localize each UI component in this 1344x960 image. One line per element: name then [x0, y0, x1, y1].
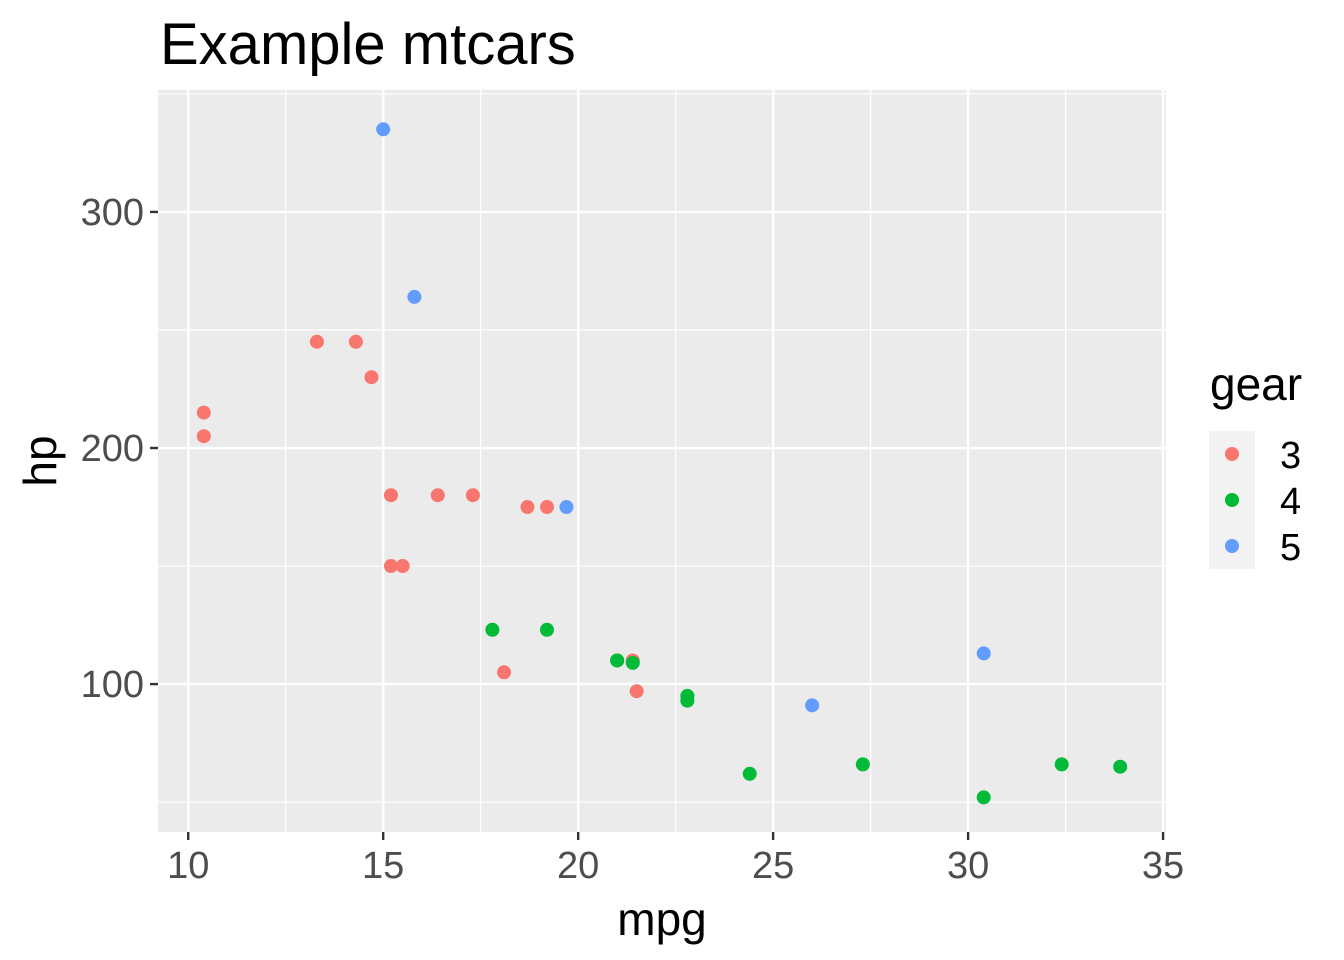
legend: gear 345: [1209, 358, 1302, 569]
data-point-gear-4: [625, 655, 640, 670]
x-tick-label: 35: [1142, 845, 1184, 887]
plot-panel: [158, 90, 1166, 832]
data-point-gear-3: [465, 488, 480, 503]
legend-label-gear-4: 4: [1280, 481, 1301, 523]
axis-ticks: [150, 210, 1165, 840]
data-point-gear-3: [629, 684, 644, 699]
x-tick-label: 10: [167, 845, 209, 887]
legend-label-gear-3: 3: [1280, 435, 1301, 477]
x-tick-label: 15: [362, 845, 404, 887]
y-tick-label: 200: [81, 428, 144, 470]
data-point-gear-3: [520, 500, 535, 515]
x-tick-label: 20: [557, 845, 599, 887]
data-point-gear-5: [376, 122, 391, 137]
data-point-gear-3: [364, 370, 379, 385]
legend-title: gear: [1210, 358, 1302, 410]
data-point-gear-3: [309, 334, 324, 349]
data-points: [196, 122, 1128, 805]
y-tick-label: 300: [81, 192, 144, 234]
y-axis-title: hp: [14, 435, 66, 486]
legend-key-gear-5: [1225, 539, 1239, 553]
data-point-gear-3: [196, 405, 211, 420]
data-point-gear-3: [196, 429, 211, 444]
data-point-gear-4: [855, 757, 870, 772]
data-point-gear-4: [1113, 759, 1128, 774]
data-point-gear-3: [395, 559, 410, 574]
legend-label-gear-5: 5: [1280, 527, 1301, 569]
legend-key-gear-4: [1225, 493, 1239, 507]
data-point-gear-4: [1054, 757, 1069, 772]
chart-title: Example mtcars: [160, 12, 576, 77]
tick-labels: 10 15 20 25 30 35 100 200 300: [81, 192, 1185, 887]
data-point-gear-5: [407, 289, 422, 304]
data-point-gear-4: [742, 766, 757, 781]
data-point-gear-3: [497, 665, 512, 680]
data-point-gear-3: [539, 500, 554, 515]
data-point-gear-4: [485, 622, 500, 637]
legend-key-gear-3: [1225, 447, 1239, 461]
data-point-gear-5: [976, 646, 991, 661]
data-point-gear-4: [680, 688, 695, 703]
data-point-gear-3: [430, 488, 445, 503]
data-point-gear-4: [610, 653, 625, 668]
data-point-gear-5: [559, 500, 574, 515]
x-tick-label: 30: [947, 845, 989, 887]
major-gridlines: [158, 90, 1166, 832]
data-point-gear-4: [976, 790, 991, 805]
x-axis-title: mpg: [617, 893, 706, 945]
data-point-gear-3: [383, 488, 398, 503]
legend-entries: 345: [1225, 435, 1301, 569]
data-point-gear-4: [539, 622, 554, 637]
data-point-gear-3: [348, 334, 363, 349]
minor-gridlines: [158, 90, 1166, 832]
data-point-gear-3: [383, 559, 398, 574]
y-tick-label: 100: [81, 664, 144, 706]
data-point-gear-5: [805, 698, 820, 713]
x-tick-label: 25: [752, 845, 794, 887]
